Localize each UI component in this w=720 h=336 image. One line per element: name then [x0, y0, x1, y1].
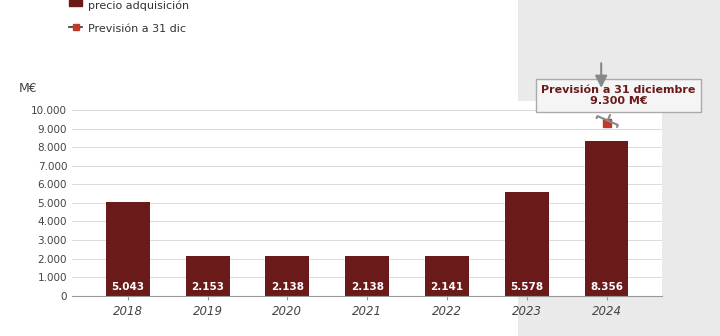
Text: 5.578: 5.578: [510, 282, 544, 292]
Text: Previsión a 31 diciembre
9.300 M€: Previsión a 31 diciembre 9.300 M€: [541, 85, 696, 127]
Bar: [425, 256, 469, 296]
Legend: Valor del Fondo a
precio adquisición, Previsión a 31 dic: Valor del Fondo a precio adquisición, Pr…: [66, 0, 192, 37]
Bar: [346, 256, 389, 296]
Bar: [106, 202, 150, 296]
Text: 8.356: 8.356: [590, 282, 623, 292]
Text: 2.138: 2.138: [271, 282, 304, 292]
Text: 2.153: 2.153: [191, 282, 224, 292]
Bar: [186, 256, 230, 296]
Text: 2.138: 2.138: [351, 282, 384, 292]
Text: 2.141: 2.141: [431, 282, 464, 292]
Text: 5.043: 5.043: [112, 282, 145, 292]
Bar: [585, 140, 629, 296]
Text: M€: M€: [19, 82, 37, 95]
Bar: [266, 256, 310, 296]
Bar: [505, 192, 549, 296]
